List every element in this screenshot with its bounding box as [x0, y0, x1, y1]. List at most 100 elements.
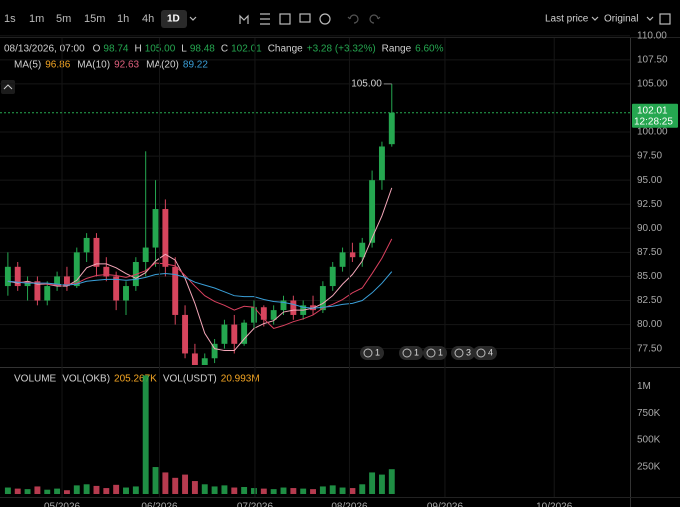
x-tick-label: 09/2026	[427, 502, 464, 507]
candle-body	[319, 286, 326, 311]
info-text: MA(10)	[77, 60, 110, 71]
info-text: 205.267K	[114, 374, 157, 385]
volume-bar	[300, 488, 307, 494]
countdown: 12:28:25	[634, 116, 673, 127]
event-count: 1	[438, 347, 443, 357]
candle-body	[123, 286, 129, 301]
screenshot-icon[interactable]	[299, 13, 311, 23]
volume-bar	[388, 469, 395, 494]
info-text: L	[181, 44, 187, 55]
info-text: 6.60%	[415, 44, 443, 55]
candle-body	[378, 146, 385, 181]
redo-icon[interactable]	[369, 14, 381, 24]
volume-bar	[34, 486, 41, 494]
volume-bar	[14, 488, 21, 494]
ma-line	[7, 187, 393, 352]
candle-body	[290, 300, 297, 315]
interval-button[interactable]: 4h	[142, 13, 154, 25]
last-price: 102.01	[637, 105, 668, 116]
active-interval-bg	[161, 10, 187, 28]
price-pane	[0, 35, 630, 365]
interval-button[interactable]: 15m	[84, 13, 105, 25]
info-text: Range	[382, 44, 412, 55]
volume-bar	[142, 375, 149, 494]
collapse-icon	[3, 84, 13, 90]
y-tick-label: 90.00	[637, 223, 662, 234]
candle-body	[191, 353, 198, 365]
volume-bar	[201, 484, 208, 494]
undo-icon[interactable]	[347, 14, 359, 24]
info-text: O	[93, 44, 101, 55]
candle-body	[142, 247, 149, 262]
volume-bar	[24, 489, 31, 494]
y-tick-label: 85.00	[637, 271, 662, 282]
volume-bar	[211, 486, 218, 494]
candle-body	[231, 324, 238, 344]
event-count: 1	[414, 347, 419, 357]
dropdown-icon[interactable]	[189, 16, 197, 21]
event-icon	[454, 348, 464, 358]
interval-button[interactable]: 5m	[56, 13, 71, 25]
info-text: Change	[268, 44, 303, 55]
y-tick-label: 100.00	[637, 127, 668, 138]
scale-mode-dropdown[interactable]	[646, 16, 654, 21]
y-tick-label: 92.50	[637, 199, 662, 210]
high-marker: 105.00	[351, 79, 382, 90]
volume-bar	[231, 487, 238, 494]
candle-body	[162, 209, 169, 267]
interval-button[interactable]: 1h	[117, 13, 129, 25]
scale-mode[interactable]: Original	[604, 14, 638, 25]
event-count: 3	[466, 347, 471, 357]
volume-bar	[349, 488, 356, 494]
volume-bar	[123, 487, 129, 494]
volume-bar	[270, 489, 277, 494]
volume-bar	[172, 477, 179, 494]
y-tick-label: 77.50	[637, 343, 662, 354]
candle-body	[349, 252, 356, 258]
toolbar-icons	[189, 13, 671, 25]
info-text: 20.993M	[221, 374, 260, 385]
candle-body	[221, 324, 228, 344]
volume-tick-label: 250K	[637, 462, 661, 473]
x-tick-label: 10/2026	[536, 502, 573, 507]
volume-bar	[378, 474, 385, 494]
candle-body	[359, 242, 366, 258]
indicator-icon[interactable]	[239, 14, 249, 24]
price-mode-dropdown[interactable]	[591, 16, 599, 21]
x-tick-label: 06/2026	[141, 502, 178, 507]
y-tick-label: 82.50	[637, 295, 662, 306]
event-icon	[363, 348, 373, 358]
y-tick-label: 95.00	[637, 175, 662, 186]
interval-button[interactable]: 1m	[29, 13, 44, 25]
candle-body	[113, 276, 120, 301]
fullscreen-icon[interactable]	[659, 13, 671, 25]
template-icon[interactable]	[279, 13, 291, 25]
interval-button[interactable]: 1D	[167, 14, 180, 25]
event-icon	[426, 348, 436, 358]
info-text: 98.74	[103, 44, 128, 55]
info-text: MA(5)	[14, 60, 41, 71]
last-price-tag	[632, 103, 678, 128]
candle-body	[4, 266, 11, 287]
volume-tick-label: 750K	[637, 408, 661, 419]
candle-body	[201, 358, 208, 365]
candle-body	[83, 237, 90, 253]
collapse-button[interactable]	[1, 80, 15, 94]
candle-body	[14, 266, 21, 287]
draw-icon[interactable]	[260, 13, 270, 25]
candle-body	[93, 237, 100, 267]
x-tick-label: 05/2026	[44, 502, 81, 507]
price-mode[interactable]: Last price	[545, 14, 589, 25]
settings-icon[interactable]	[319, 13, 331, 25]
volume-bar	[54, 488, 61, 494]
info-text: C	[221, 44, 228, 55]
volume-tick-label: 500K	[637, 435, 661, 446]
candle-body	[152, 209, 159, 248]
interval-button[interactable]: 1s	[4, 13, 16, 25]
candle-body	[329, 266, 336, 287]
y-tick-label: 87.50	[637, 247, 662, 258]
volume-bar	[260, 488, 267, 494]
info-text: VOLUME	[14, 374, 57, 385]
